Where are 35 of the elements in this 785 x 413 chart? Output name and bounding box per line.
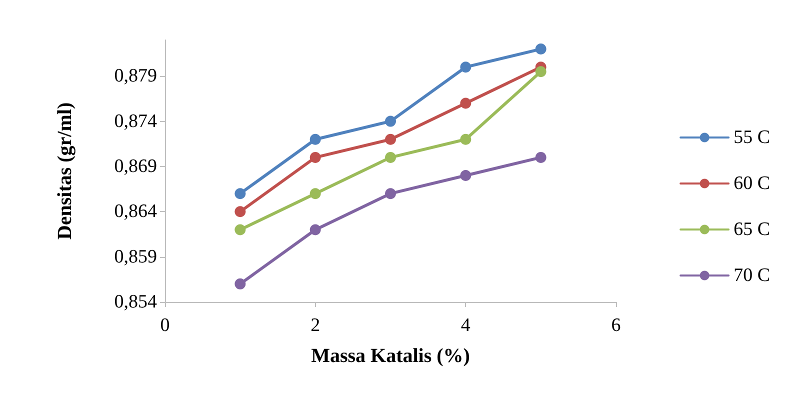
point — [234, 206, 246, 218]
x-tick-label: 2 — [310, 315, 320, 336]
legend-label: 55 C — [734, 127, 770, 148]
point — [385, 134, 396, 145]
y-tick-label: 0,874 — [114, 110, 158, 132]
x-tick-label: 4 — [460, 315, 471, 336]
x-axis-title: Massa Katalis (%) — [311, 345, 470, 367]
point — [460, 62, 472, 73]
legend-label: 60 C — [734, 173, 770, 194]
point — [234, 278, 246, 290]
x-tick-label: 6 — [611, 315, 621, 336]
legend-label: 70 C — [734, 265, 770, 286]
y-tick-label: 0,864 — [114, 201, 158, 222]
y-tick-label: 0,879 — [114, 66, 157, 87]
point — [535, 152, 546, 163]
point — [310, 188, 321, 200]
point — [535, 44, 546, 55]
y-tick-label: 0,854 — [114, 292, 158, 312]
point — [310, 134, 321, 145]
point — [310, 152, 321, 163]
point — [385, 188, 396, 200]
y-axis-title: Densitas (gr/ml) — [54, 102, 76, 240]
y-tick-label: 0,859 — [114, 246, 157, 268]
point — [310, 224, 321, 236]
point — [234, 188, 246, 200]
point — [385, 116, 396, 127]
y-tick-label: 0,869 — [114, 156, 157, 177]
x-tick-label: 0 — [160, 315, 170, 336]
point — [460, 170, 472, 182]
point — [535, 66, 546, 78]
point — [460, 134, 472, 145]
point — [234, 224, 246, 236]
point — [460, 98, 472, 109]
point — [385, 152, 396, 163]
legend-label: 65 C — [734, 219, 770, 240]
